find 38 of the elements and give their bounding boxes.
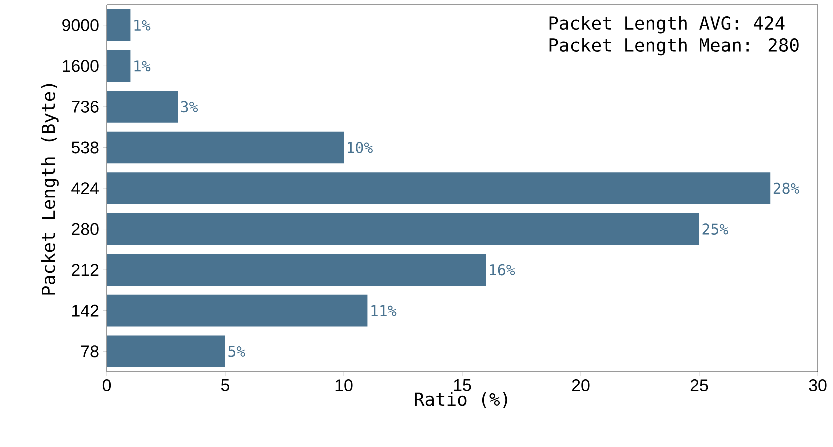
x-axis-title: Ratio (%) bbox=[415, 392, 508, 408]
y-tick-label: 78 bbox=[82, 346, 99, 358]
x-tick-label: 20 bbox=[572, 380, 590, 392]
y-tick-label: 1600 bbox=[63, 60, 99, 72]
y-tick-label: 538 bbox=[72, 142, 99, 154]
annotation: Packet Length Mean: 280 bbox=[550, 38, 799, 56]
bar bbox=[107, 91, 178, 123]
data-label: 1% bbox=[134, 60, 151, 72]
x-tick-label: 10 bbox=[336, 380, 353, 392]
y-tick-label: 212 bbox=[72, 264, 99, 276]
bar bbox=[107, 9, 131, 42]
bar bbox=[107, 213, 700, 246]
bar bbox=[107, 132, 344, 164]
x-tick-label: 0 bbox=[102, 380, 112, 392]
y-tick-label: 280 bbox=[72, 223, 99, 236]
data-label: 5% bbox=[228, 346, 246, 358]
y-tick-label: 142 bbox=[72, 304, 99, 317]
data-label: 1% bbox=[134, 20, 151, 31]
y-tick-label: 424 bbox=[72, 182, 99, 194]
data-label: 3% bbox=[181, 101, 198, 113]
annotation: Packet Length AVG: 424 bbox=[550, 16, 785, 34]
y-tick-label: 736 bbox=[72, 100, 99, 113]
data-label: 10% bbox=[348, 142, 373, 154]
x-tick-label: 25 bbox=[690, 380, 708, 392]
data-label: 11% bbox=[372, 305, 397, 316]
bar bbox=[107, 172, 771, 204]
x-tick-label: 15 bbox=[454, 380, 472, 392]
bar bbox=[107, 50, 131, 82]
bar bbox=[107, 254, 486, 286]
x-tick-label: 30 bbox=[809, 380, 827, 392]
data-label: 28% bbox=[774, 182, 800, 194]
data-label: 16% bbox=[490, 264, 516, 276]
data-label: 25% bbox=[702, 224, 728, 235]
bar bbox=[107, 336, 226, 368]
y-tick-label: 9000 bbox=[62, 19, 99, 32]
x-tick-label: 5 bbox=[221, 380, 230, 392]
bar bbox=[107, 294, 368, 327]
y-axis-title: Packet Length (Byte) bbox=[41, 84, 59, 295]
